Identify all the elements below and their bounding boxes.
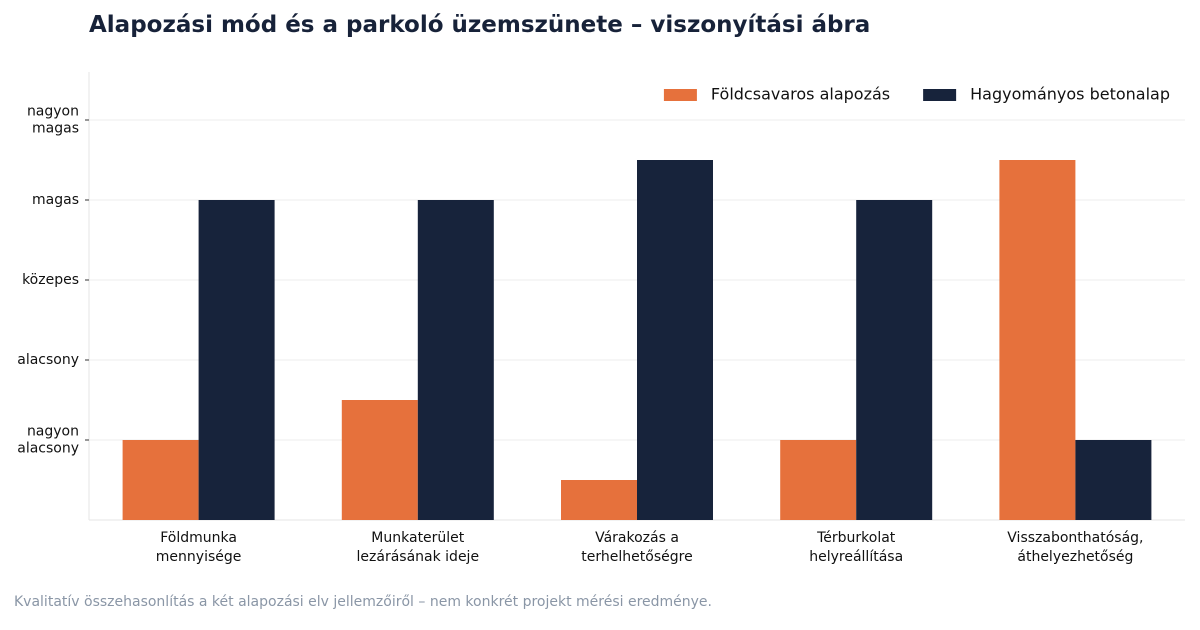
legend-swatch xyxy=(663,89,697,101)
bar xyxy=(417,200,494,520)
y-tick-label: alacsony xyxy=(17,352,79,368)
legend-label: Hagyományos betonalap xyxy=(970,85,1170,104)
bar xyxy=(780,440,857,520)
legend-swatch xyxy=(923,89,957,101)
bar xyxy=(198,200,275,520)
y-tick-label: nagyon alacsony xyxy=(17,424,79,457)
bar xyxy=(999,160,1076,520)
footnote: Kvalitatív összehasonlítás a két alapozá… xyxy=(14,594,712,610)
x-tick-label: Munkaterület lezárásának ideje xyxy=(357,530,480,565)
bar xyxy=(1075,440,1152,520)
y-tick-label: nagyon magas xyxy=(27,104,79,137)
bar xyxy=(856,200,933,520)
bars xyxy=(122,160,1152,520)
legend-label: Földcsavaros alapozás xyxy=(711,85,890,104)
y-tick-label: közepes xyxy=(22,272,79,288)
bar xyxy=(341,400,418,520)
chart-title: Alapozási mód és a parkoló üzemszünete –… xyxy=(89,12,871,38)
x-tick-label: Térburkolat helyreállítása xyxy=(809,530,903,565)
bar xyxy=(637,160,713,520)
y-tick-label: magas xyxy=(32,192,79,208)
bar xyxy=(122,440,199,520)
bar xyxy=(561,480,637,520)
x-tick-label: Várakozás a terhelhetőségre xyxy=(581,530,692,565)
x-tick-label: Visszabonthatóság, áthelyezhetőség xyxy=(1007,530,1143,565)
legend: Hagyományos betonalap Földcsavaros alapoz… xyxy=(663,85,1170,104)
y-axis-ticks: nagyon alacsony alacsony közepes magas nagyon… xyxy=(17,104,89,457)
x-tick-label: Földmunka mennyisége xyxy=(156,530,242,565)
x-axis-ticks: Földmunka mennyisége Munkaterület lezárásán… xyxy=(156,530,1144,565)
